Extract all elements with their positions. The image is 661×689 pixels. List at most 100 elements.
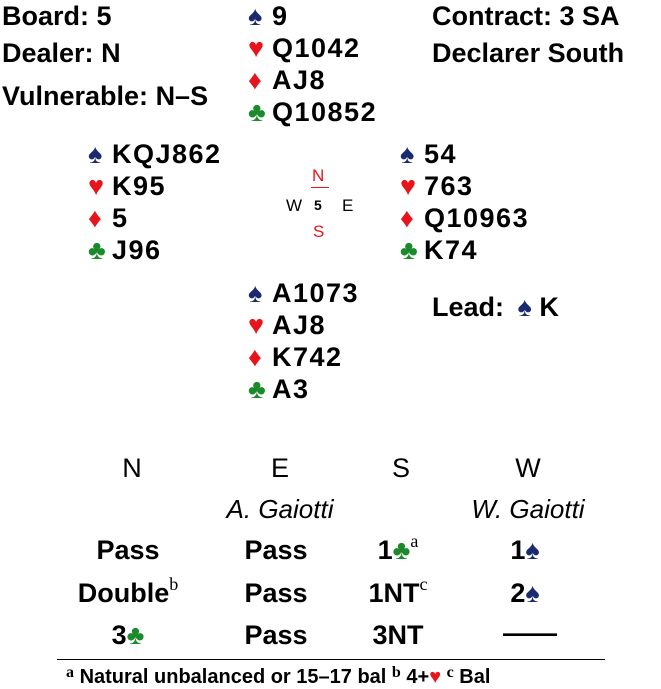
- bid-n-3: 3♣: [112, 620, 145, 651]
- bid-level: 2: [510, 578, 526, 608]
- footnote-text-b: 4+: [406, 666, 430, 688]
- heart-icon: ♥: [248, 33, 265, 63]
- declarer-value: South: [547, 38, 625, 68]
- vulnerable-label: Vulnerable:: [2, 81, 149, 111]
- spade-icon: ♠: [525, 578, 540, 608]
- spade-icon: ♠: [248, 278, 263, 308]
- club-icon: ♣: [400, 235, 418, 265]
- footnotes: a Natural unbalanced or 15–17 bal b 4+♥ …: [66, 664, 491, 689]
- bid-level: 1: [510, 535, 526, 565]
- spade-icon: ♠: [88, 139, 103, 169]
- vulnerable-info: Vulnerable: N–S: [2, 80, 208, 112]
- footnote-mark-c: c: [446, 664, 454, 681]
- compass-north: N: [312, 166, 325, 185]
- club-icon: ♣: [126, 620, 145, 650]
- lead-card: K: [539, 292, 559, 322]
- board-number: 5: [96, 1, 112, 31]
- north-clubs: Q10852: [272, 97, 378, 127]
- auction-header-n: N: [122, 453, 142, 483]
- compass-west: W: [286, 196, 303, 215]
- heart-icon: ♥: [429, 666, 442, 688]
- east-hearts: 763: [424, 171, 474, 201]
- bid-call: 1NT: [368, 578, 420, 608]
- footnote-text-a: Natural unbalanced or 15–17 bal: [79, 666, 387, 688]
- spade-icon: ♠: [400, 139, 415, 169]
- contract-value: 3 SA: [559, 1, 620, 31]
- bid-s-3: 3NT: [372, 620, 424, 650]
- declarer-label: Declarer: [432, 38, 541, 68]
- east-hand: ♠ 54 ♥ 763 ♦ Q10963 ♣ K74: [400, 138, 529, 266]
- south-hearts: AJ8: [272, 310, 327, 340]
- auction-header-w: W: [515, 453, 541, 483]
- south-diamonds: K742: [272, 342, 343, 372]
- footnote-marker: b: [169, 574, 179, 594]
- bid-w-3: ——: [503, 618, 557, 648]
- declarer-info: Declarer South: [432, 37, 624, 69]
- north-hand: ♠ 9 ♥ Q1042 ♦ AJ8 ♣ Q10852: [248, 0, 377, 128]
- auction-header-e: E: [270, 453, 290, 483]
- north-hearts: Q1042: [272, 33, 361, 63]
- opening-lead: Lead: ♠ K: [432, 291, 559, 323]
- diamond-icon: ♦: [400, 203, 414, 233]
- bid-e-3: Pass: [244, 620, 308, 650]
- west-spades: KQJ862: [112, 139, 222, 169]
- bid-n-1: Pass: [96, 535, 160, 565]
- footnote-divider: [57, 659, 605, 660]
- east-diamonds: Q10963: [424, 203, 530, 233]
- player-west: W. Gaiotti: [471, 494, 585, 524]
- heart-icon: ♥: [88, 171, 105, 201]
- club-icon: ♣: [392, 535, 411, 565]
- south-hand: ♠ A1073 ♥ AJ8 ♦ K742 ♣ A3: [248, 277, 359, 405]
- west-diamonds: 5: [112, 203, 129, 233]
- footnote-marker: a: [410, 531, 419, 551]
- compass-board: 5: [314, 197, 322, 213]
- south-spades: A1073: [272, 278, 360, 308]
- west-hearts: K95: [112, 171, 167, 201]
- club-icon: ♣: [248, 374, 266, 404]
- east-spades: 54: [424, 139, 458, 169]
- west-hand: ♠ KQJ862 ♥ K95 ♦ 5 ♣ J96: [88, 138, 222, 266]
- bid-s-2: 1NTc: [368, 574, 427, 609]
- west-clubs: J96: [112, 235, 162, 265]
- south-clubs: A3: [272, 374, 310, 404]
- compass-divider: [311, 187, 329, 188]
- dealer-label: Dealer:: [2, 38, 94, 68]
- north-diamonds: AJ8: [272, 65, 327, 95]
- east-clubs: K74: [424, 235, 479, 265]
- auction-header-s: S: [391, 453, 411, 483]
- footnote-text-c: Bal: [459, 666, 491, 688]
- club-icon: ♣: [248, 97, 266, 127]
- bid-call: Double: [77, 578, 170, 608]
- compass-east: E: [342, 196, 354, 215]
- bid-e-2: Pass: [244, 578, 308, 608]
- bid-e-1: Pass: [244, 535, 308, 565]
- north-spades: 9: [272, 1, 289, 31]
- heart-icon: ♥: [248, 310, 265, 340]
- board-info: Board: 5: [2, 0, 112, 32]
- bid-level: 1: [377, 535, 393, 565]
- compass-south: S: [313, 222, 325, 241]
- bid-w-2: 2♠: [510, 578, 539, 609]
- bid-level: 3: [111, 620, 127, 650]
- bid-s-1: 1♣a: [377, 531, 419, 566]
- contract-label: Contract:: [432, 1, 552, 31]
- lead-label: Lead:: [432, 292, 505, 322]
- spade-icon: ♠: [248, 1, 263, 31]
- player-east: A. Gaiotti: [226, 494, 334, 524]
- club-icon: ♣: [88, 235, 106, 265]
- diamond-icon: ♦: [248, 342, 262, 372]
- diamond-icon: ♦: [248, 65, 262, 95]
- diamond-icon: ♦: [88, 203, 102, 233]
- bid-w-1: 1♠: [510, 535, 539, 566]
- footnote-marker: c: [419, 574, 428, 594]
- board-label: Board:: [2, 1, 89, 31]
- contract-info: Contract: 3 SA: [432, 0, 620, 32]
- dealer-info: Dealer: N: [2, 37, 121, 69]
- bid-n-2: Doubleb: [77, 574, 179, 609]
- footnote-mark-a: a: [66, 664, 74, 681]
- dealer-value: N: [101, 38, 121, 68]
- heart-icon: ♥: [400, 171, 417, 201]
- vulnerable-value: N–S: [155, 81, 209, 111]
- spade-icon: ♠: [517, 292, 532, 322]
- footnote-mark-b: b: [391, 664, 401, 681]
